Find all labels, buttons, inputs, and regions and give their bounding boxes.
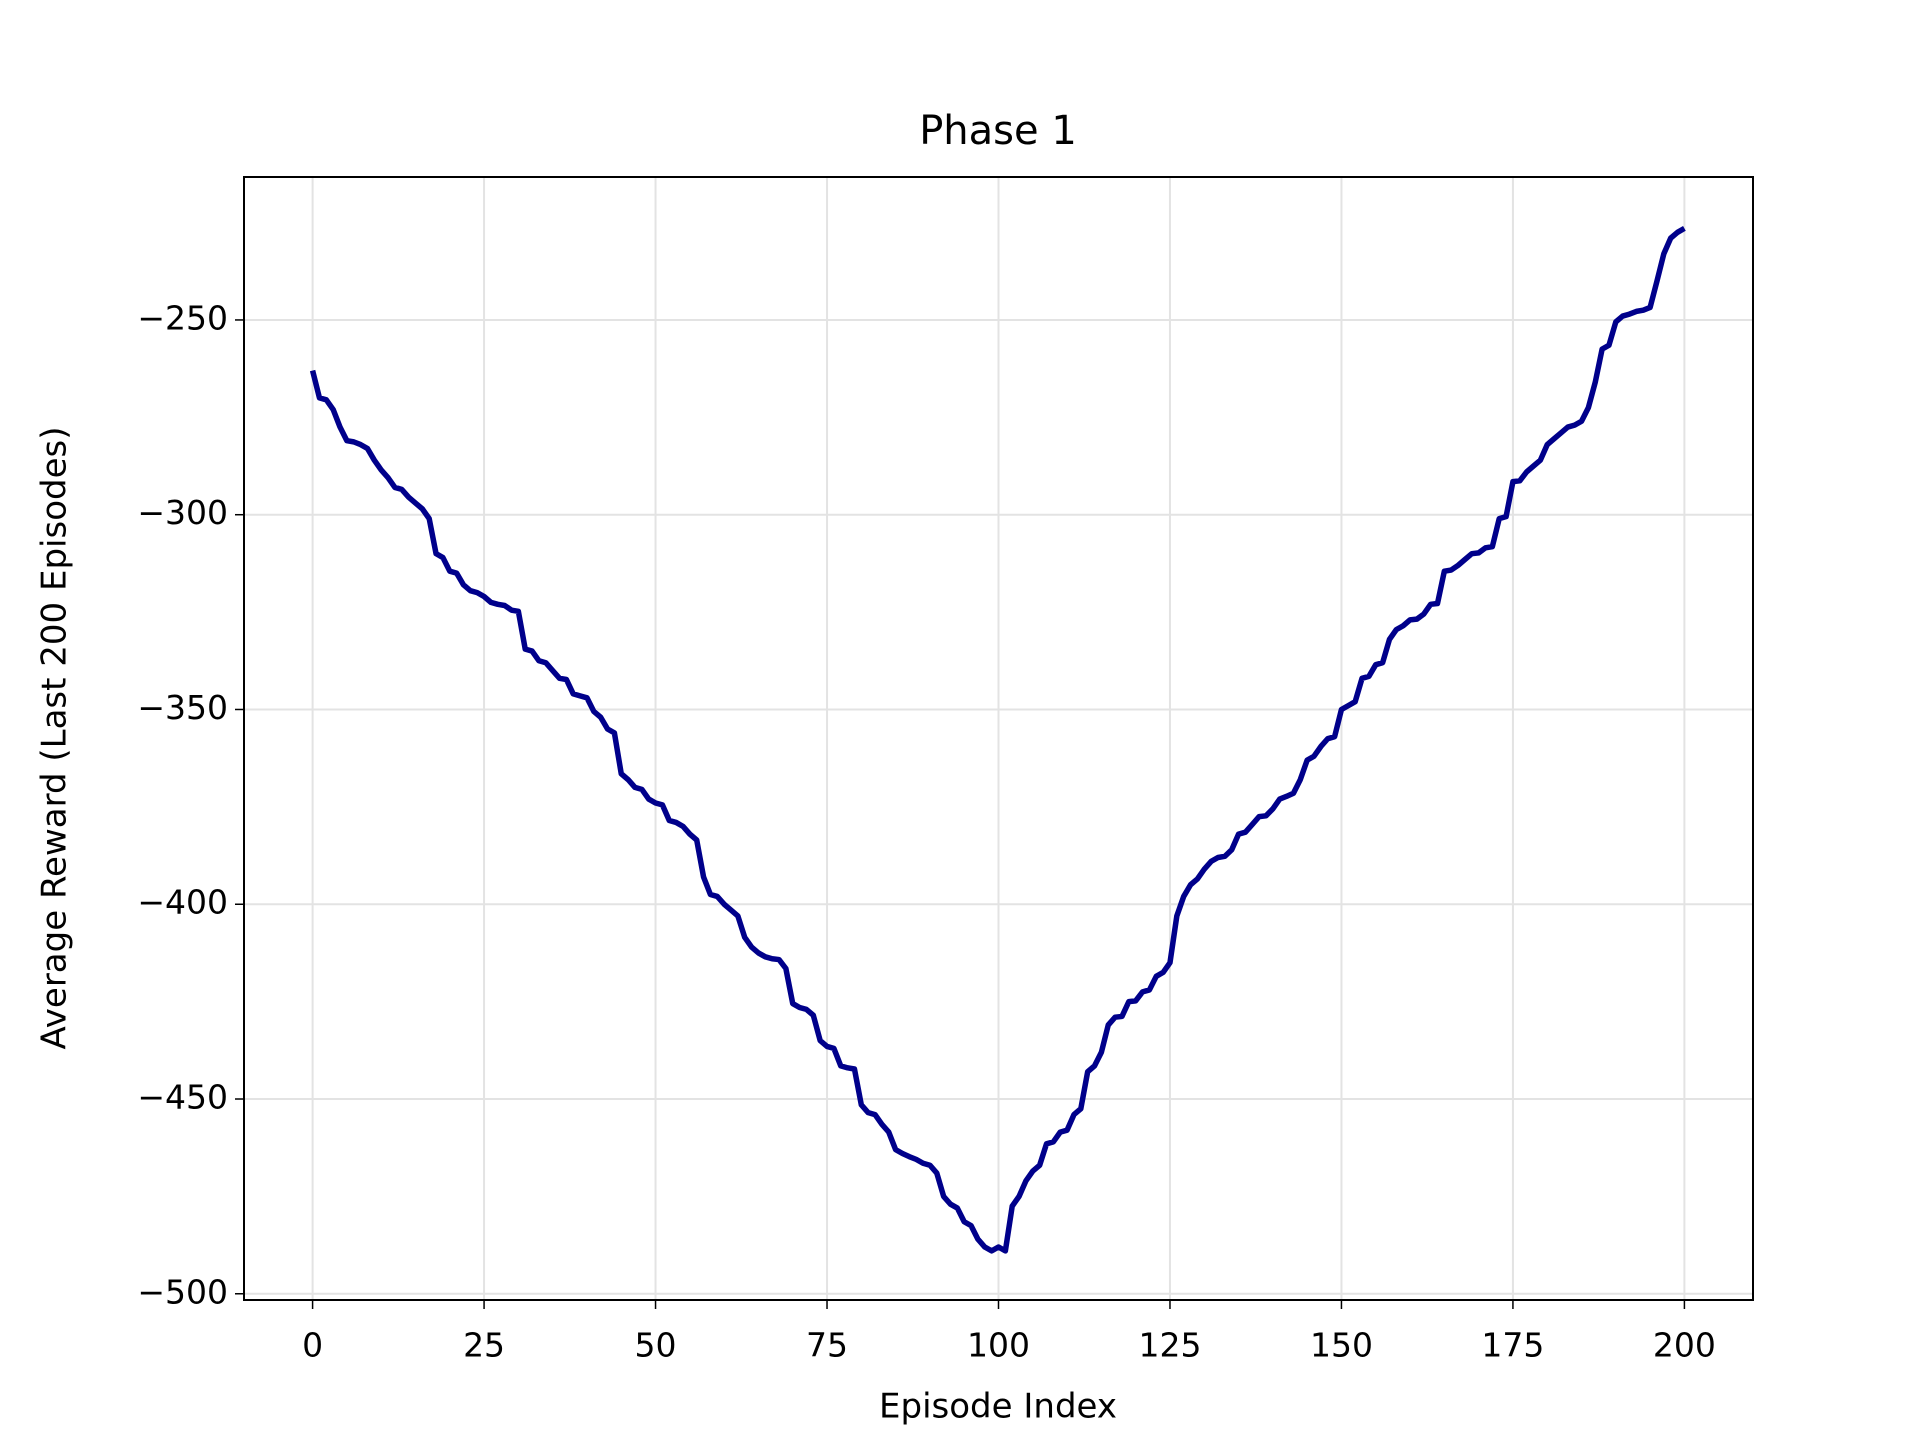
x-tick-label: 25 [463, 1326, 505, 1365]
y-tick-label: −400 [137, 883, 228, 922]
y-tick-label: −500 [137, 1272, 228, 1311]
chart-title: Phase 1 [919, 108, 1077, 154]
x-tick-label: 200 [1653, 1326, 1716, 1365]
y-tick-label: −250 [137, 298, 228, 337]
x-tick-label: 175 [1481, 1326, 1544, 1365]
x-tick-label: 100 [967, 1326, 1030, 1365]
y-axis-label: Average Reward (Last 200 Episodes) [35, 427, 75, 1050]
y-tick-label: −450 [137, 1078, 228, 1117]
x-tick-label: 75 [806, 1326, 848, 1365]
data-line [309, 226, 1686, 1254]
plot-frame [243, 176, 1754, 1301]
x-tick-label: 125 [1138, 1326, 1201, 1365]
y-tick-label: −300 [137, 493, 228, 532]
x-tick-label: 150 [1310, 1326, 1373, 1365]
y-tick-label: −350 [137, 688, 228, 727]
x-tick-label: 50 [635, 1326, 677, 1365]
x-axis-label: Episode Index [879, 1387, 1117, 1427]
x-tick-label: 0 [302, 1326, 323, 1365]
